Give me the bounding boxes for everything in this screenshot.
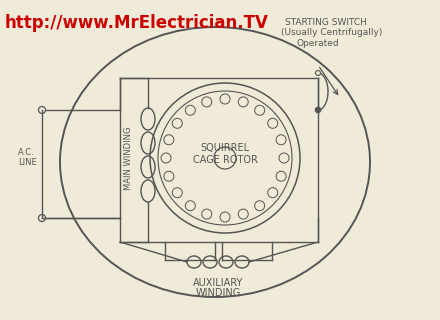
Text: http://www.MrElectrician.TV: http://www.MrElectrician.TV <box>5 14 269 32</box>
Text: WINDING: WINDING <box>195 288 241 298</box>
Text: STARTING SWITCH: STARTING SWITCH <box>285 18 367 27</box>
Text: AUXILIARY: AUXILIARY <box>193 278 243 288</box>
Text: A.C.: A.C. <box>18 148 35 156</box>
Text: MAIN WINDING: MAIN WINDING <box>124 126 132 190</box>
Text: Operated: Operated <box>297 39 340 48</box>
Circle shape <box>315 108 320 113</box>
Text: SQUIRREL: SQUIRREL <box>201 143 249 153</box>
Text: (Usually Centrifugally): (Usually Centrifugally) <box>281 28 382 37</box>
Text: CAGE ROTOR: CAGE ROTOR <box>193 155 257 165</box>
Text: LINE: LINE <box>18 157 37 166</box>
